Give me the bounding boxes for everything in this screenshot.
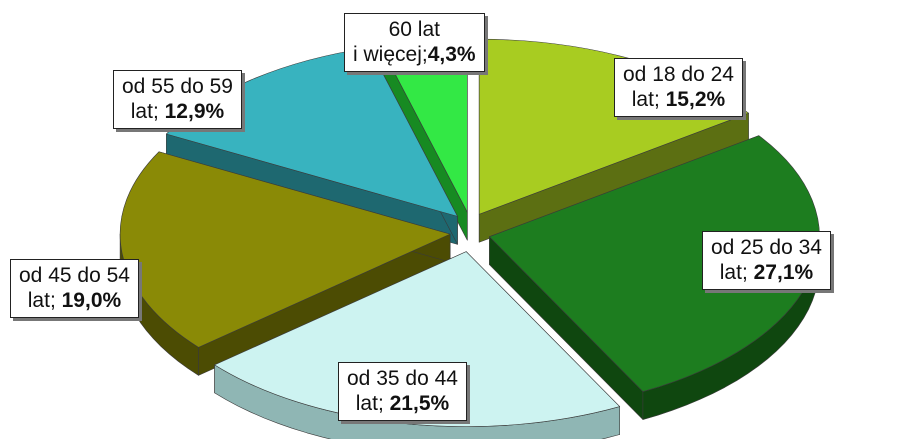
label-60-plus-line2: i więcej; xyxy=(353,43,428,66)
label-60-plus: 60 lat i więcej;4,3% xyxy=(344,13,485,72)
label-45-54: od 45 do 54 lat; 19,0% xyxy=(10,259,139,318)
slice-35-44-top xyxy=(214,251,620,427)
label-35-44: od 35 do 44 lat; 21,5% xyxy=(338,362,467,421)
slice-45-54 xyxy=(119,151,451,376)
slice-45-54-top xyxy=(119,151,451,348)
label-55-59-line1: od 55 do 59 xyxy=(122,75,233,98)
label-45-54-line1: od 45 do 54 xyxy=(19,264,130,287)
label-60-plus-line1: 60 lat xyxy=(388,18,440,41)
label-55-59: od 55 do 59 lat; 12,9% xyxy=(113,70,242,129)
label-55-59-value: 12,9% xyxy=(164,100,225,123)
label-25-34: od 25 do 34 lat; 27,1% xyxy=(702,231,831,290)
label-60-plus-value: 4,3% xyxy=(427,43,476,66)
slice-25-34 xyxy=(489,135,820,420)
label-18-24-line1: od 18 do 24 xyxy=(623,63,734,86)
label-25-34-value: 27,1% xyxy=(753,261,814,284)
label-18-24-value: 15,2% xyxy=(665,88,726,111)
label-18-24-line2: lat; xyxy=(631,88,660,111)
label-45-54-line2: lat; xyxy=(27,289,56,312)
label-55-59-line2: lat; xyxy=(130,100,159,123)
label-25-34-line1: od 25 do 34 xyxy=(711,236,822,259)
label-25-34-line2: lat; xyxy=(719,261,748,284)
label-35-44-line2: lat; xyxy=(355,392,384,415)
slice-35-44 xyxy=(214,251,620,439)
label-35-44-value: 21,5% xyxy=(389,392,450,415)
label-35-44-line1: od 35 do 44 xyxy=(347,367,458,390)
label-45-54-value: 19,0% xyxy=(61,289,122,312)
label-18-24: od 18 do 24 lat; 15,2% xyxy=(614,58,743,117)
